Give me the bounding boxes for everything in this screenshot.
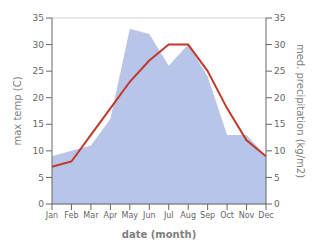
svg-text:med. precipitation (kg/m2): med. precipitation (kg/m2)	[295, 44, 306, 178]
svg-text:Jun: Jun	[142, 211, 156, 220]
svg-text:date (month): date (month)	[122, 229, 196, 240]
svg-text:Feb: Feb	[64, 211, 78, 220]
svg-text:Aug: Aug	[180, 211, 196, 220]
svg-text:0: 0	[38, 199, 44, 209]
svg-text:Jan: Jan	[45, 211, 58, 220]
svg-text:10: 10	[33, 146, 45, 156]
svg-text:Jul: Jul	[163, 211, 174, 220]
svg-text:20: 20	[274, 93, 286, 103]
svg-text:15: 15	[274, 119, 285, 129]
svg-text:35: 35	[33, 13, 44, 23]
svg-text:Nov: Nov	[239, 211, 255, 220]
svg-text:25: 25	[274, 66, 285, 76]
svg-text:5: 5	[38, 173, 44, 183]
svg-text:35: 35	[274, 13, 285, 23]
svg-text:30: 30	[33, 40, 45, 50]
svg-text:20: 20	[33, 93, 45, 103]
svg-text:Apr: Apr	[103, 211, 118, 220]
svg-text:May: May	[122, 211, 139, 220]
svg-text:Oct: Oct	[220, 211, 234, 220]
svg-text:0: 0	[274, 199, 280, 209]
svg-text:Mar: Mar	[83, 211, 99, 220]
svg-text:15: 15	[33, 119, 44, 129]
svg-text:25: 25	[33, 66, 44, 76]
svg-text:Sep: Sep	[200, 211, 215, 220]
svg-text:5: 5	[274, 173, 280, 183]
svg-text:Dec: Dec	[258, 211, 273, 220]
svg-text:10: 10	[274, 146, 286, 156]
svg-text:max temp (C): max temp (C)	[12, 76, 23, 145]
svg-text:30: 30	[274, 40, 286, 50]
